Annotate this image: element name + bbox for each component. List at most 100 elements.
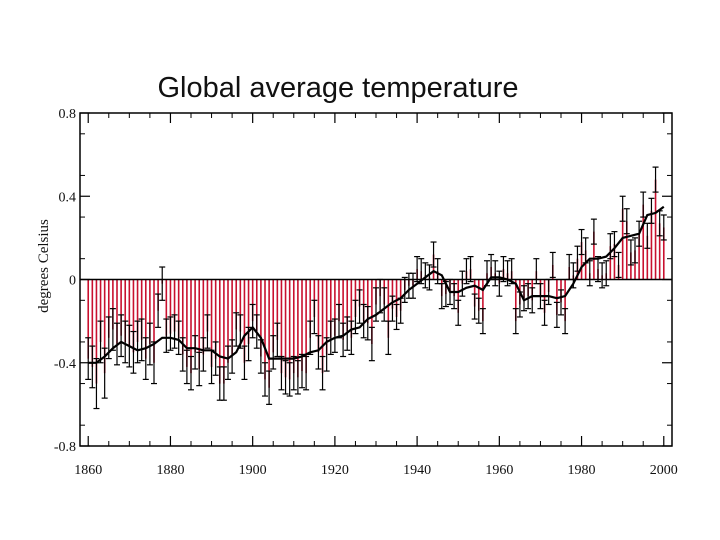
error-bar-1956 <box>479 308 486 335</box>
error-bar-1997 <box>648 197 655 224</box>
error-bar-1998 <box>652 166 659 193</box>
error-bar-1968 <box>529 287 536 314</box>
error-bar-1993 <box>632 237 638 264</box>
error-bar-1958 <box>488 253 495 281</box>
error-bar-1964 <box>512 308 519 335</box>
error-bar-1892 <box>216 366 223 401</box>
anomaly-bars <box>87 179 665 388</box>
error-bar-1962 <box>504 260 511 287</box>
error-bar-1933 <box>385 320 392 356</box>
error-bar-1976 <box>562 308 569 335</box>
error-bar-1935 <box>393 303 400 331</box>
error-bar-1985 <box>599 262 606 289</box>
error-bar-1907 <box>278 355 285 391</box>
error-bar-1981 <box>582 237 589 264</box>
error-bar-1954 <box>471 293 478 320</box>
error-bar-1987 <box>607 233 614 260</box>
error-bar-1950 <box>455 299 462 326</box>
error-bar-1975 <box>558 289 564 316</box>
error-bar-1913 <box>303 355 310 391</box>
error-bar-1984 <box>595 256 601 283</box>
y-tick-label-3: -0.4 <box>54 357 76 372</box>
error-bar-1942 <box>422 262 429 289</box>
error-bar-1903 <box>262 362 268 397</box>
error-bar-1934 <box>389 295 396 322</box>
error-bar-1940 <box>414 256 421 283</box>
error-bar-1878 <box>159 266 166 301</box>
error-bar-1995 <box>640 191 647 218</box>
y-tick-labels: 0.8 0.4 0 -0.4 -0.8 <box>54 107 76 455</box>
error-bar-1877 <box>155 293 162 328</box>
y-tick-label-1: 0.4 <box>59 190 77 205</box>
trend-line <box>88 205 665 364</box>
error-bar-2000 <box>660 214 667 241</box>
x-tick-label-1880: 1880 <box>156 463 184 478</box>
error-bar-1944 <box>430 241 437 268</box>
y-tick-label-4: -0.8 <box>54 440 76 455</box>
error-bar-1868 <box>118 314 125 358</box>
error-bar-1931 <box>377 278 384 314</box>
error-bar-1906 <box>274 322 281 358</box>
error-bar-1890 <box>208 349 215 385</box>
error-bar-1974 <box>553 301 560 328</box>
error-bar-1879 <box>163 318 170 353</box>
error-bar-1873 <box>138 318 145 362</box>
error-bar-1861 <box>89 345 96 389</box>
error-bar-1863 <box>97 320 104 364</box>
error-bar-1882 <box>175 320 182 356</box>
error-bar-1872 <box>134 320 141 364</box>
error-bar-1888 <box>200 337 207 372</box>
error-bar-1880 <box>167 316 174 351</box>
error-bar-1891 <box>212 341 219 376</box>
x-tick-label-1920: 1920 <box>321 463 349 478</box>
error-bar-1862 <box>93 357 100 410</box>
error-bar-1986 <box>603 260 610 287</box>
error-bar-1919 <box>327 320 334 356</box>
error-bar-1875 <box>146 322 153 366</box>
error-bar-1887 <box>196 351 203 387</box>
error-bar-1924 <box>348 320 355 356</box>
x-tick-label-1860: 1860 <box>74 463 102 478</box>
error-bar-1904 <box>266 370 273 405</box>
error-bar-1889 <box>204 314 211 349</box>
error-bar-1990 <box>619 195 626 222</box>
x-tick-label-1900: 1900 <box>239 463 267 478</box>
error-bar-1869 <box>122 320 129 364</box>
error-bar-1912 <box>299 353 305 389</box>
x-tick-labels: 1860 1880 1900 1920 1940 1960 1980 2000 <box>74 463 678 478</box>
error-bar-1911 <box>294 360 301 395</box>
error-bar-1992 <box>627 239 634 266</box>
error-bar-1973 <box>549 251 556 279</box>
error-bar-1943 <box>426 264 433 291</box>
error-bar-1949 <box>451 283 458 310</box>
error-bar-1983 <box>590 218 597 245</box>
axis-ticks <box>80 112 672 447</box>
error-bar-1893 <box>220 366 227 401</box>
x-tick-label-1960: 1960 <box>485 463 513 478</box>
error-bar-1909 <box>286 362 293 397</box>
smoothed-trend <box>88 205 665 364</box>
y-tick-label-0: 0.8 <box>59 107 77 122</box>
x-tick-label-2000: 2000 <box>650 463 678 478</box>
error-bar-1908 <box>282 360 289 395</box>
error-bar-1881 <box>171 314 178 349</box>
error-bar-1905 <box>270 335 277 370</box>
error-bar-1926 <box>356 289 363 324</box>
error-bar-1916 <box>315 335 322 370</box>
y-tick-label-2: 0 <box>69 274 76 289</box>
chart-title: Global average temperature <box>157 72 518 104</box>
error-bar-1898 <box>241 345 248 380</box>
error-bar-1988 <box>611 231 618 258</box>
error-bar-1917 <box>319 355 326 391</box>
error-bar-1885 <box>188 355 194 391</box>
error-bars <box>85 166 667 410</box>
error-bar-1896 <box>233 312 240 347</box>
x-tick-label-1980: 1980 <box>568 463 596 478</box>
error-bar-1914 <box>307 320 314 356</box>
error-bar-1921 <box>336 303 342 339</box>
error-bar-1980 <box>578 228 585 256</box>
error-bar-1866 <box>109 308 116 351</box>
y-axis-label: degrees Celsius <box>36 219 52 313</box>
error-bar-1894 <box>225 345 231 380</box>
error-bar-1927 <box>360 303 367 339</box>
